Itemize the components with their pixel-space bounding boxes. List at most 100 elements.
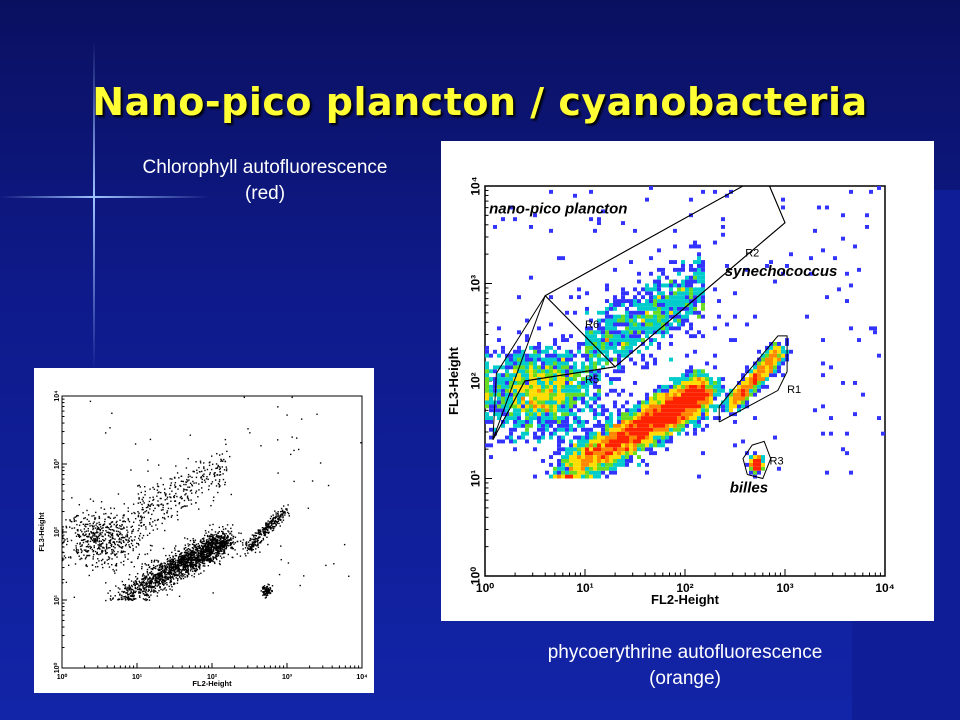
density-cell <box>845 431 849 436</box>
density-cell <box>629 459 633 463</box>
data-point <box>184 565 187 567</box>
data-point <box>65 525 67 528</box>
data-point <box>198 489 200 491</box>
data-point <box>194 539 197 541</box>
data-point <box>274 523 277 525</box>
data-point <box>231 524 234 526</box>
density-cell <box>577 439 581 444</box>
data-point <box>193 553 196 556</box>
data-point <box>215 549 217 551</box>
density-cell <box>617 314 621 319</box>
data-point <box>189 490 192 492</box>
density-cell <box>757 369 761 374</box>
data-point <box>62 582 64 584</box>
density-cell <box>557 451 561 456</box>
data-point <box>262 527 265 530</box>
data-point <box>123 541 125 543</box>
density-cell <box>561 462 565 467</box>
density-cell <box>501 345 505 350</box>
density-cell <box>649 400 653 405</box>
density-cell <box>609 459 613 463</box>
data-point <box>209 560 212 562</box>
density-cell <box>657 314 661 319</box>
density-cell <box>669 400 673 405</box>
density-cell <box>589 361 593 366</box>
density-cell <box>581 435 585 440</box>
data-point <box>147 512 150 514</box>
density-cell <box>685 388 689 393</box>
density-cell <box>621 303 625 307</box>
data-point <box>209 554 212 556</box>
data-point <box>186 551 188 553</box>
data-point <box>74 563 77 565</box>
data-point <box>167 578 169 581</box>
data-point <box>158 491 160 493</box>
density-cell <box>557 427 561 432</box>
density-cell <box>641 439 645 444</box>
density-cell <box>557 365 561 370</box>
data-point <box>217 482 220 485</box>
density-cell <box>533 435 537 440</box>
data-point <box>264 533 267 535</box>
data-point <box>81 530 83 533</box>
data-point <box>211 529 213 531</box>
data-point <box>183 560 186 563</box>
density-cell <box>729 392 733 397</box>
density-cell <box>685 392 689 397</box>
data-point <box>194 558 196 560</box>
data-point <box>117 493 120 495</box>
data-point <box>212 547 215 549</box>
data-point <box>96 538 98 540</box>
data-point <box>206 547 208 549</box>
data-point <box>90 538 93 540</box>
data-point <box>280 513 282 516</box>
density-cell <box>605 373 609 378</box>
data-point <box>95 532 97 534</box>
data-point <box>103 539 106 542</box>
density-cell <box>773 369 777 374</box>
density-cell <box>745 388 749 393</box>
data-point <box>257 529 259 531</box>
data-point <box>203 560 206 562</box>
data-point <box>126 589 128 591</box>
data-point <box>177 568 179 571</box>
data-point <box>135 583 137 586</box>
data-point <box>160 573 163 576</box>
density-cell <box>745 369 749 374</box>
data-point <box>110 521 113 524</box>
data-point <box>181 561 184 564</box>
data-point <box>100 544 102 546</box>
data-point <box>113 542 116 544</box>
data-point <box>89 545 91 548</box>
data-point <box>144 578 147 580</box>
data-point <box>174 561 176 563</box>
data-point <box>113 550 115 553</box>
data-point <box>158 578 160 580</box>
density-cell <box>741 377 745 381</box>
density-cell <box>669 392 673 397</box>
density-cell <box>757 470 761 475</box>
density-cell <box>633 423 637 428</box>
density-cell <box>585 342 589 346</box>
data-point <box>165 576 168 578</box>
data-point <box>201 562 204 564</box>
density-cell <box>613 447 617 452</box>
data-point <box>178 572 180 575</box>
data-point <box>219 466 221 468</box>
data-point <box>211 552 214 555</box>
data-point <box>157 568 159 571</box>
data-point <box>148 500 151 503</box>
data-point <box>118 541 120 544</box>
data-point <box>195 559 198 561</box>
data-point <box>215 548 217 550</box>
data-point <box>195 482 197 484</box>
density-cell <box>589 334 593 339</box>
data-point <box>141 581 143 583</box>
data-point <box>154 565 157 568</box>
density-cell <box>609 330 613 335</box>
data-point <box>158 574 160 577</box>
data-point <box>191 561 193 564</box>
density-cell <box>513 373 517 378</box>
data-point <box>163 492 166 494</box>
data-point <box>150 503 152 506</box>
